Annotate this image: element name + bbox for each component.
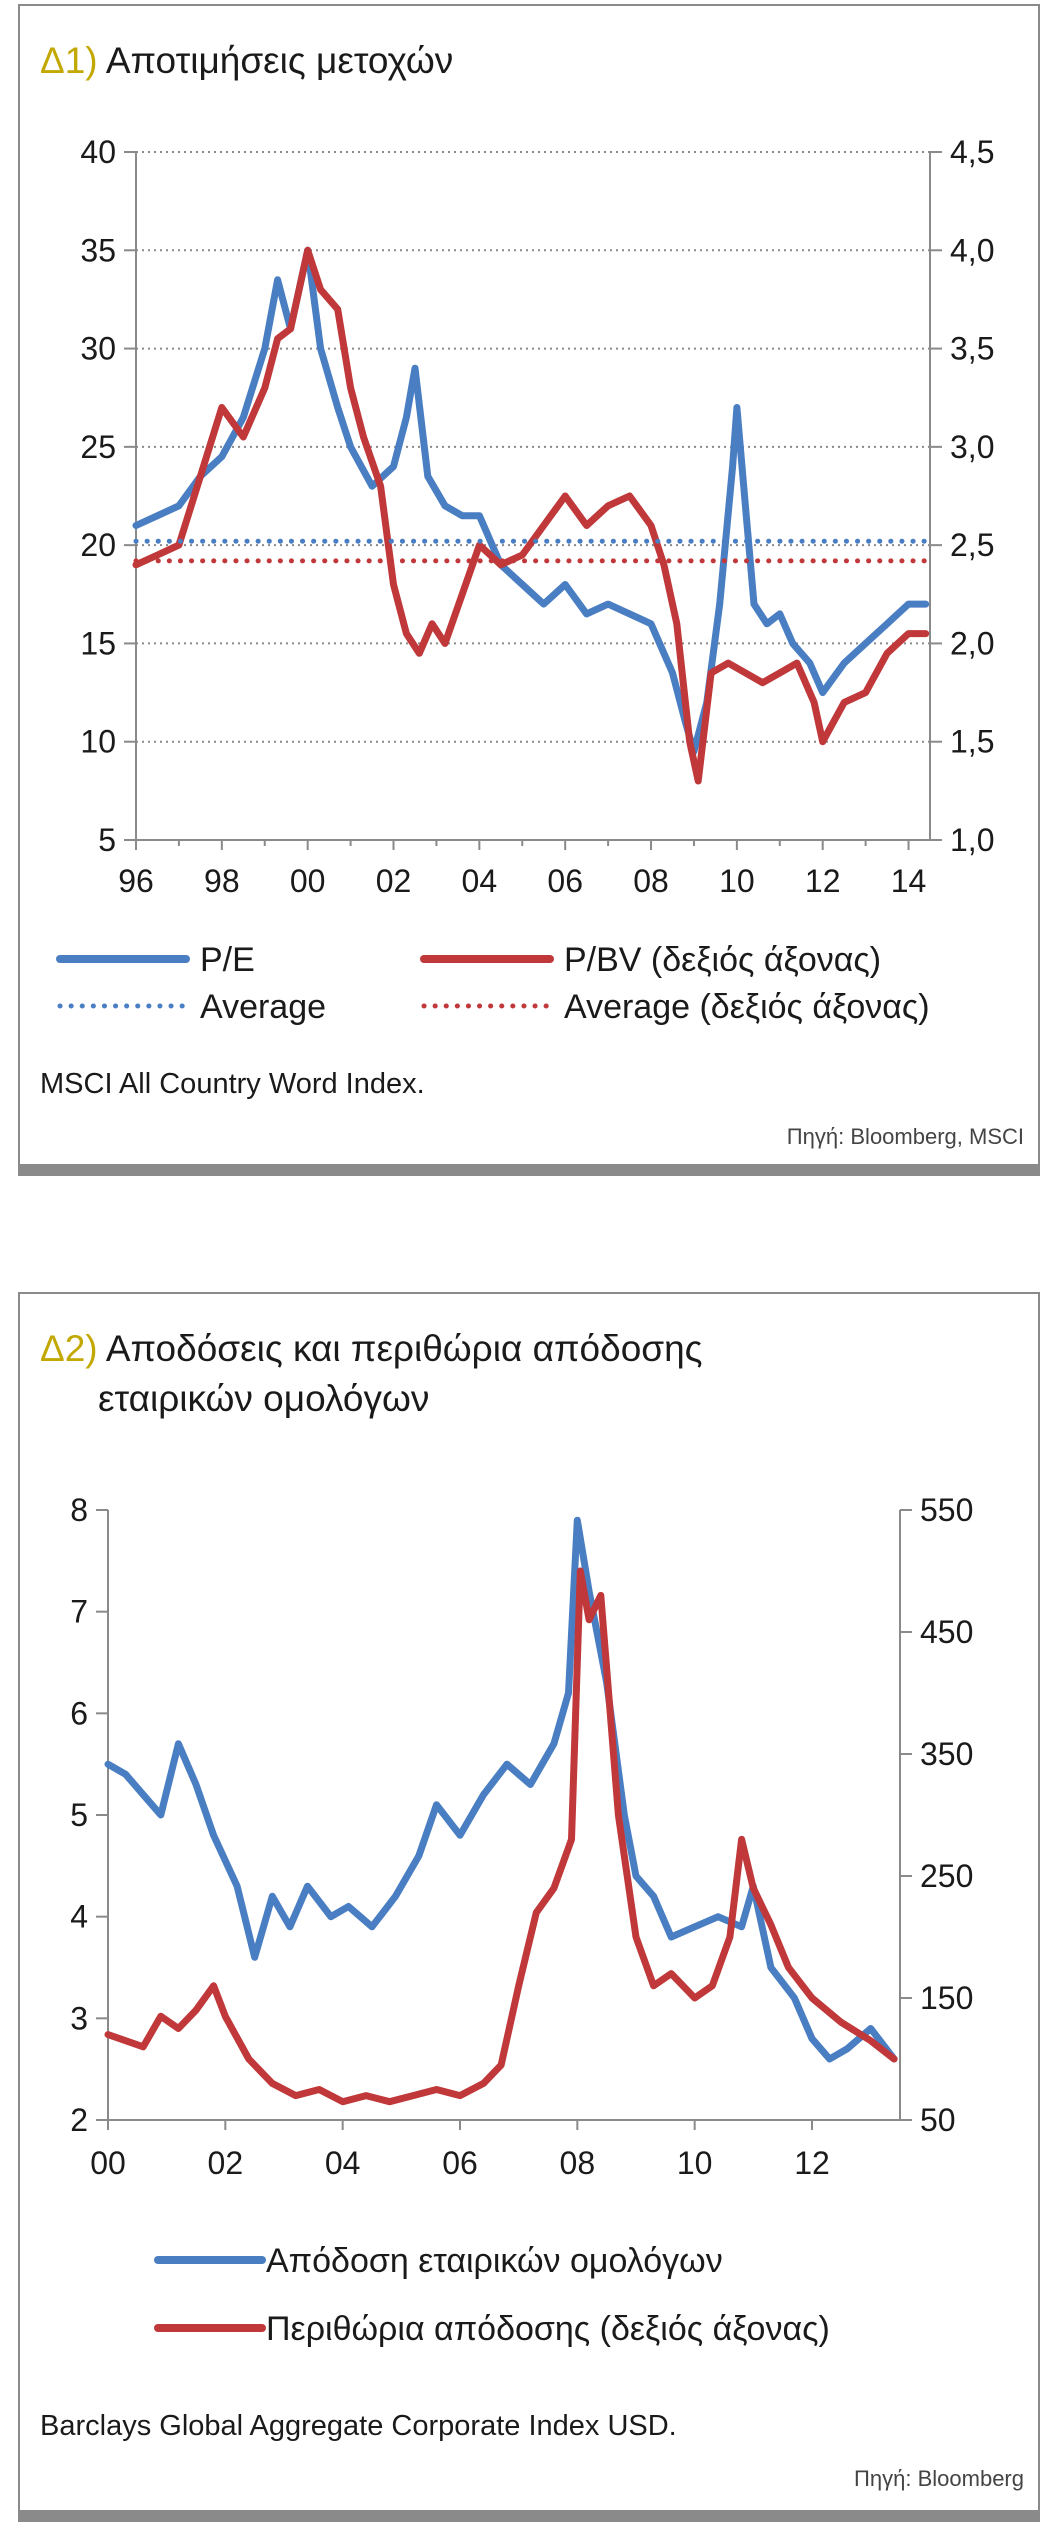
y-left-tick-label: 30 (80, 331, 116, 367)
y-left-tick-label: 40 (80, 134, 116, 170)
chart-note-d1: MSCI All Country Word Index. (40, 1068, 425, 1100)
chart-d1: 5 10 15 20 25 30 35 40 1,0 1,5 2,0 2,5 3,0 3,5 4,0 4,5 9… (56, 134, 994, 1026)
chart-number-d1: Δ1) (40, 40, 98, 81)
x-tick-label: 10 (719, 863, 755, 899)
chart-panel-d2: Δ2) Αποδόσεις και περιθώρια απόδοσης ετα… (18, 1292, 1040, 2522)
chart-title-text-d1: Αποτιμήσεις μετοχών (105, 40, 454, 81)
y-right-tick-label: 3,5 (950, 331, 994, 367)
y-left-tick-label: 2 (70, 2102, 88, 2138)
y-left-tick-label: 7 (70, 1594, 88, 1630)
x-tick-label: 08 (633, 863, 669, 899)
x-tick-label: 06 (547, 863, 583, 899)
y-left-tick-label: 3 (70, 2000, 88, 2036)
chart-title-line1-d2: Αποδόσεις και περιθώρια απόδοσης (105, 1328, 703, 1369)
legend-label: P/BV (δεξιός άξονας) (564, 941, 881, 979)
legend-label: Περιθώρια απόδοσης (δεξιός άξονας) (266, 2310, 830, 2348)
chart-note-d2: Barclays Global Aggregate Corporate Inde… (40, 2410, 677, 2442)
y-left-tick-label: 6 (70, 1695, 88, 1731)
y-right-tick-label: 1,0 (950, 822, 994, 858)
chart-title-d1: Δ1) Αποτιμήσεις μετοχών (40, 36, 453, 86)
y-right-tick-label: 4,5 (950, 134, 994, 170)
chart-number-d2: Δ2) (40, 1328, 98, 1369)
series-line-2 (132, 246, 930, 785)
y-right-tick-label: 2,0 (950, 625, 994, 661)
y-left-tick-label: 8 (70, 1492, 88, 1528)
x-tick-label: 10 (677, 2145, 713, 2181)
chart-source-d1: Πηγή: Bloomberg, MSCI (786, 1124, 1024, 1149)
y-left-tick-label: 25 (80, 429, 116, 465)
series-line-1 (132, 246, 930, 755)
y-left-tick-label: 20 (80, 527, 116, 563)
x-tick-label: 00 (290, 863, 326, 899)
x-tick-label: 14 (891, 863, 927, 899)
x-tick-label: 02 (376, 863, 412, 899)
y-right-tick-label: 450 (920, 1614, 973, 1650)
x-tick-label: 04 (462, 863, 498, 899)
x-tick-label: 00 (90, 2145, 126, 2181)
chart-source-d2: Πηγή: Bloomberg (854, 2466, 1024, 2491)
x-tick-label: 06 (442, 2145, 478, 2181)
y-left-tick-label: 35 (80, 232, 116, 268)
x-tick-label: 96 (118, 863, 154, 899)
y-left-tick-label: 5 (98, 822, 116, 858)
series-line-2 (104, 1567, 898, 2106)
y-right-tick-label: 350 (920, 1736, 973, 1772)
y-right-tick-label: 50 (920, 2102, 956, 2138)
chart-title-d2: Δ2) Αποδόσεις και περιθώρια απόδοσης ετα… (40, 1324, 703, 1424)
legend-label: P/E (200, 941, 255, 979)
x-tick-label: 98 (204, 863, 240, 899)
y-right-tick-label: 550 (920, 1492, 973, 1528)
chart-panel-d1: Δ1) Αποτιμήσεις μετοχών 5 10 15 20 25 30 35 40 1… (18, 4, 1040, 1176)
chart-title-line2-d2: εταιρικών ομολόγων (98, 1378, 430, 1419)
y-right-tick-label: 150 (920, 1980, 973, 2016)
y-left-tick-label: 10 (80, 724, 116, 760)
y-left-tick-label: 4 (70, 1899, 88, 1935)
legend-label: Average (δεξιός άξονας) (564, 988, 930, 1026)
x-tick-label: 12 (805, 863, 841, 899)
y-right-tick-label: 250 (920, 1858, 973, 1894)
legend-label: Average (200, 988, 326, 1026)
y-right-tick-label: 4,0 (950, 232, 994, 268)
x-tick-label: 12 (794, 2145, 830, 2181)
y-left-tick-label: 15 (80, 625, 116, 661)
chart-d2: 2 3 4 5 6 7 8 50 150 250 350 450 550 00 02 04 06 08 10 12 Απ… (70, 1492, 973, 2348)
y-right-tick-label: 1,5 (950, 724, 994, 760)
x-tick-label: 04 (325, 2145, 361, 2181)
x-tick-label: 08 (560, 2145, 596, 2181)
legend-label: Απόδοση εταιρικών ομολόγων (266, 2242, 723, 2280)
y-left-tick-label: 5 (70, 1797, 88, 1833)
x-tick-label: 02 (208, 2145, 244, 2181)
series-line-1 (104, 1516, 898, 2063)
y-right-tick-label: 2,5 (950, 527, 994, 563)
y-right-tick-label: 3,0 (950, 429, 994, 465)
